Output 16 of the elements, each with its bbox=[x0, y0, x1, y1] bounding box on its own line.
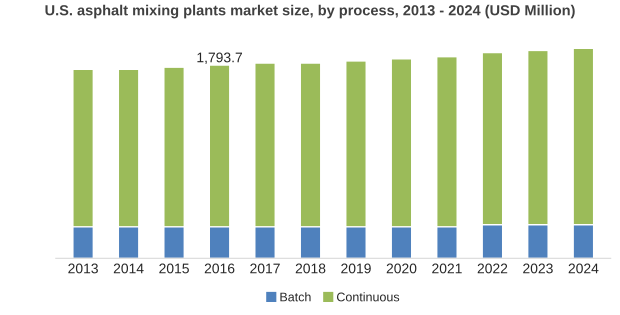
x-tick-label: 2013 bbox=[68, 264, 98, 274]
x-tick-label: 2016 bbox=[204, 264, 234, 274]
x-tick-label: 2014 bbox=[114, 264, 144, 274]
x-tick-label: 2020 bbox=[386, 264, 416, 274]
x-tick-label: 2019 bbox=[341, 264, 371, 274]
x-tick-label: 2021 bbox=[432, 264, 462, 274]
chart-title: U.S. asphalt mixing plants market size, by process, 2013 - 2024 (USD Million) bbox=[45, 4, 575, 18]
x-tick-label: 2015 bbox=[159, 264, 189, 274]
legend-label: Continuous bbox=[337, 292, 400, 302]
legend-label: Batch bbox=[280, 292, 311, 302]
x-tick-label: 2022 bbox=[478, 264, 508, 274]
x-tick-label: 2024 bbox=[568, 264, 598, 274]
x-tick-label: 2023 bbox=[523, 264, 553, 274]
annotation: 1,793.7 bbox=[197, 52, 242, 64]
x-tick-label: 2017 bbox=[250, 264, 280, 274]
x-tick-label: 2018 bbox=[296, 264, 326, 274]
